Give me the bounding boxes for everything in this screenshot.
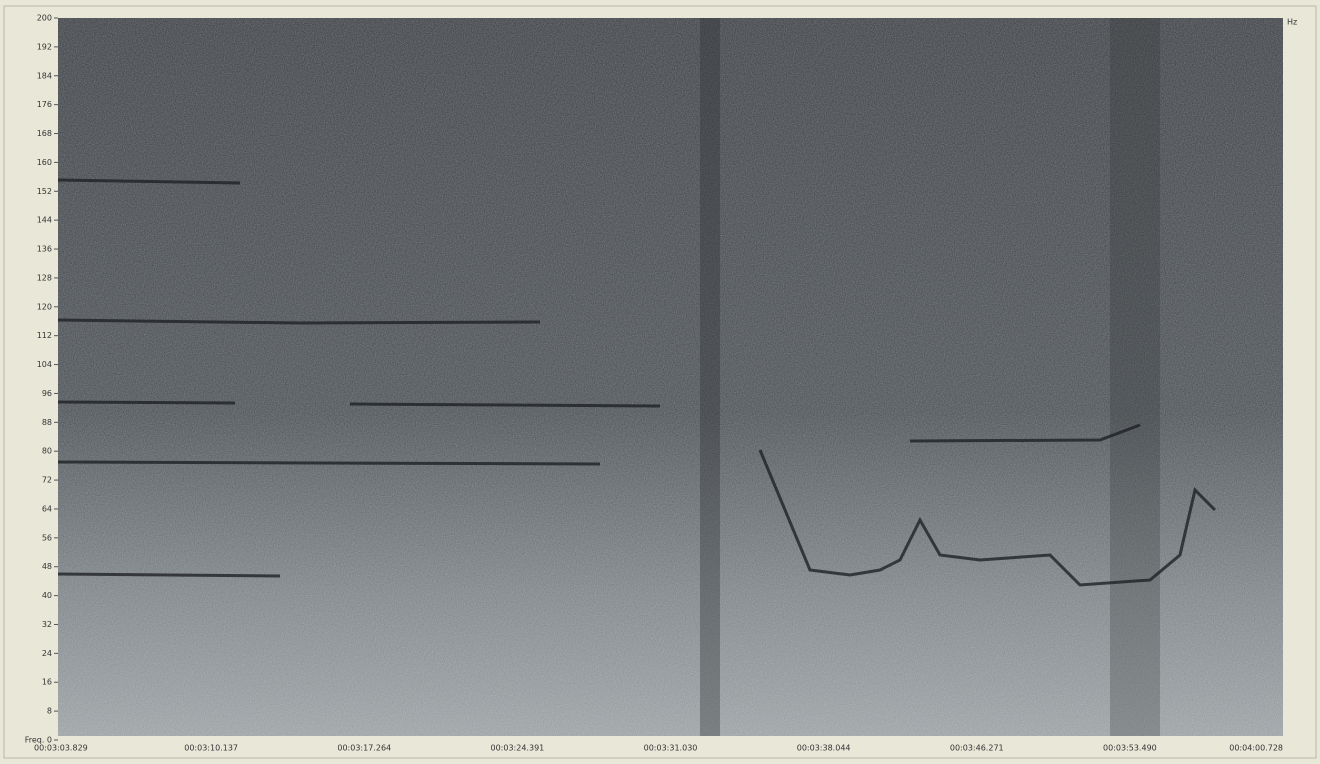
y-tick-label: 192 — [37, 42, 52, 51]
spectrogram-window: 2001921841761681601521441361281201121049… — [0, 0, 1320, 764]
spectrogram — [58, 18, 1283, 736]
x-tick-label: 00:03:03.829 — [34, 744, 88, 753]
x-tick-label: 00:03:53.490 — [1103, 744, 1157, 753]
x-tick-label: 00:03:24.391 — [491, 744, 545, 753]
y-tick-label: 144 — [37, 216, 52, 225]
y-tick-label: 160 — [37, 158, 52, 167]
y-tick-label: 176 — [37, 100, 52, 109]
y-tick-label: 128 — [37, 273, 52, 282]
y-tick-label: 64 — [42, 504, 52, 513]
y-tick-label: 32 — [42, 620, 52, 629]
y-tick-label: 152 — [37, 187, 52, 196]
y-tick-label: 16 — [42, 678, 52, 687]
y-tick-label: 80 — [42, 447, 52, 456]
x-tick-label: 00:03:17.264 — [337, 744, 391, 753]
y-tick-label: 104 — [37, 360, 52, 369]
y-tick-label: 112 — [37, 331, 52, 340]
y-tick-label: 200 — [37, 14, 52, 23]
y-tick-label: 56 — [42, 533, 52, 542]
x-tick-label: 00:03:10.137 — [184, 744, 238, 753]
y-tick-label: 96 — [42, 389, 52, 398]
y-tick-label: 168 — [37, 129, 52, 138]
y-tick-label: 48 — [42, 562, 52, 571]
y-tick-label: 8 — [47, 707, 52, 716]
y-tick-label: 120 — [37, 302, 52, 311]
x-tick-label: 00:03:38.044 — [797, 744, 851, 753]
y-tick-label: 24 — [42, 649, 52, 658]
x-tick-label: 00:03:31.030 — [644, 744, 698, 753]
y-tick-label: 72 — [42, 476, 52, 485]
y-tick-label: 88 — [42, 418, 52, 427]
x-tick-label: 00:03:46.271 — [950, 744, 1004, 753]
y-tick-label: 136 — [37, 245, 52, 254]
y-tick-label: 184 — [37, 71, 52, 80]
unit-label: Hz — [1287, 18, 1297, 27]
x-tick-label: 00:04:00.728 — [1229, 744, 1283, 753]
y-tick-label: 40 — [42, 591, 52, 600]
